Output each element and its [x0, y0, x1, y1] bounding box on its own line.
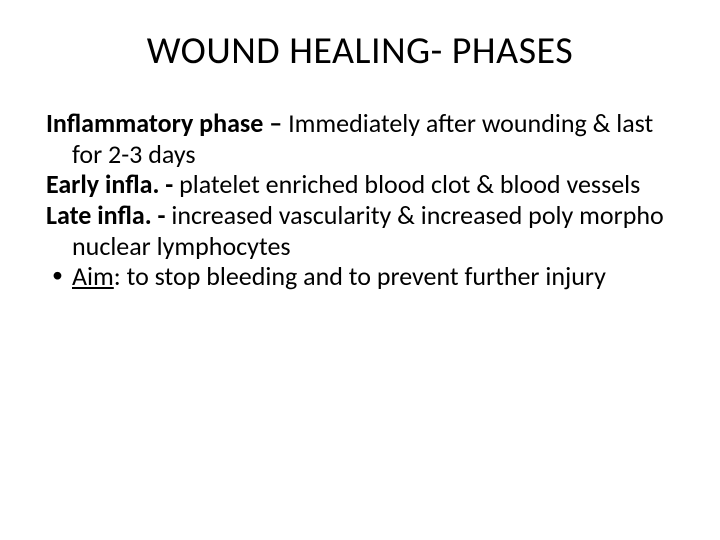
aim-label: Aim [72, 260, 114, 292]
slide-title: WOUND HEALING- PHASES [40, 28, 680, 74]
bullet-aim-text: Aim: to stop bleeding and to prevent fur… [72, 261, 680, 292]
lead-inflammatory: Inflammatory phase – [46, 107, 288, 139]
lead-late-infla: Late infla. - [46, 199, 165, 231]
paragraph-inflammatory: Inflammatory phase – Immediately after w… [46, 108, 680, 169]
paragraph-late-infla: Late infla. - increased vascularity & in… [46, 200, 680, 261]
paragraph-early-infla: Early infla. - platelet enriched blood c… [46, 169, 680, 200]
lead-early-infla: Early infla. - [46, 168, 173, 200]
bullet-marker-icon: • [48, 261, 72, 290]
aim-text: : to stop bleeding and to prevent furthe… [114, 260, 606, 292]
text-early-infla: platelet enriched blood clot & blood ves… [173, 168, 640, 200]
slide-body: Inflammatory phase – Immediately after w… [40, 108, 680, 292]
slide: WOUND HEALING- PHASES Inflammatory phase… [0, 0, 720, 540]
bullet-aim: • Aim: to stop bleeding and to prevent f… [46, 261, 680, 292]
